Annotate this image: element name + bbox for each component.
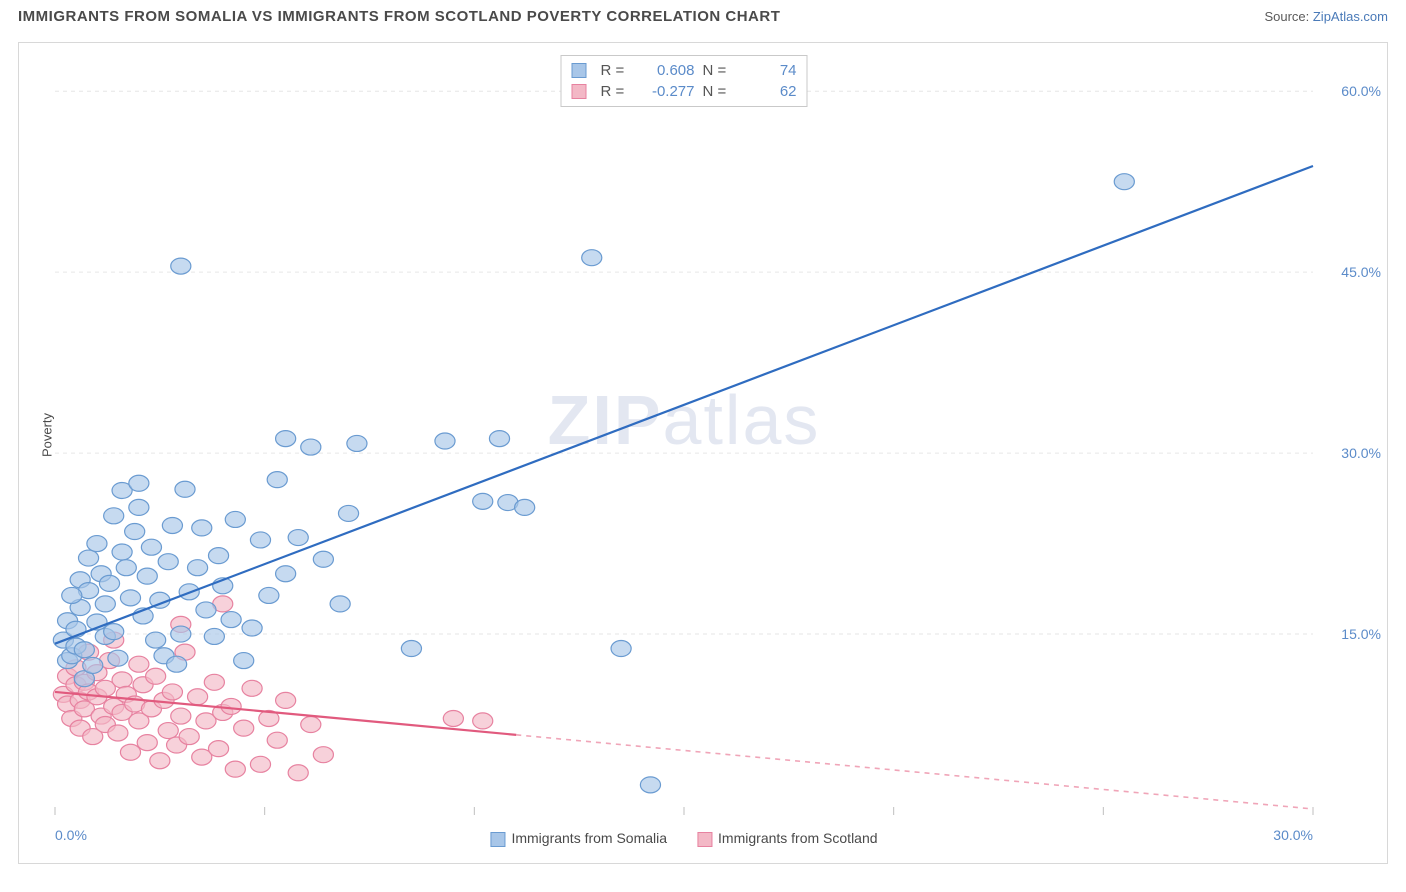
legend-swatch-somalia — [572, 63, 587, 78]
chart-header: IMMIGRANTS FROM SOMALIA VS IMMIGRANTS FR… — [0, 0, 1406, 29]
y-tick-label: 60.0% — [1341, 83, 1381, 99]
stats-row-somalia: R = 0.608 N = 74 — [572, 60, 797, 81]
chart-container: Poverty ZIPatlas R = 0.608 N = 74 R = -0… — [18, 42, 1388, 864]
legend-swatch-somalia-bottom — [490, 832, 505, 847]
legend-item-somalia: Immigrants from Somalia — [490, 830, 667, 847]
bottom-legend: Immigrants from Somalia Immigrants from … — [490, 830, 877, 847]
stats-row-scotland: R = -0.277 N = 62 — [572, 81, 797, 102]
source-link[interactable]: ZipAtlas.com — [1313, 9, 1388, 24]
x-tick-label: 30.0% — [1273, 827, 1313, 843]
y-tick-label: 45.0% — [1341, 264, 1381, 280]
legend-swatch-scotland — [572, 84, 587, 99]
legend-item-scotland: Immigrants from Scotland — [697, 830, 878, 847]
y-tick-label: 30.0% — [1341, 445, 1381, 461]
chart-source: Source: ZipAtlas.com — [1264, 9, 1388, 24]
chart-title: IMMIGRANTS FROM SOMALIA VS IMMIGRANTS FR… — [18, 8, 780, 25]
plot-area: Poverty ZIPatlas R = 0.608 N = 74 R = -0… — [55, 55, 1313, 815]
stats-legend: R = 0.608 N = 74 R = -0.277 N = 62 — [561, 55, 808, 107]
legend-swatch-scotland-bottom — [697, 832, 712, 847]
x-tick-label: 0.0% — [55, 827, 87, 843]
y-axis-label: Poverty — [40, 413, 55, 457]
y-tick-label: 15.0% — [1341, 626, 1381, 642]
plot-svg — [55, 55, 1313, 815]
